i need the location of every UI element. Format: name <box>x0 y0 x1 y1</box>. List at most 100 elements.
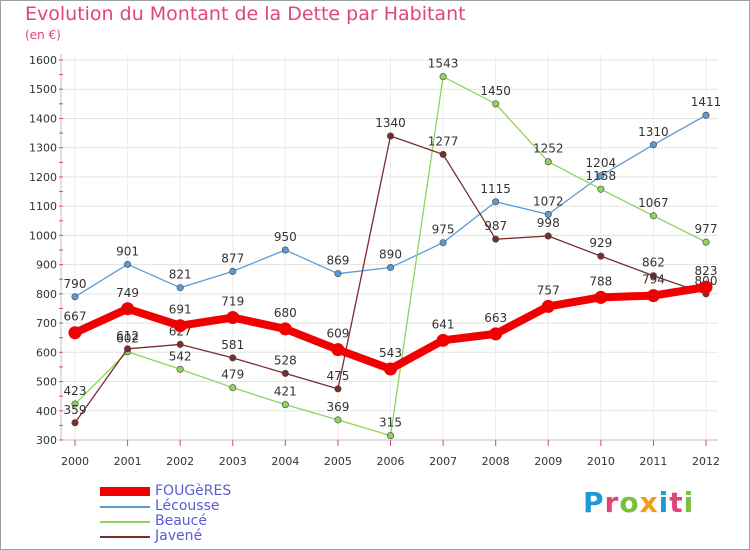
data-point <box>489 327 503 341</box>
y-tick-label: 1600 <box>29 54 57 67</box>
data-label: 877 <box>221 251 244 265</box>
data-label: 788 <box>589 274 612 288</box>
data-point <box>702 238 710 246</box>
data-label: 757 <box>537 283 560 297</box>
data-label: 821 <box>169 268 192 282</box>
data-point <box>281 401 289 409</box>
data-label: 612 <box>116 329 139 343</box>
data-point <box>281 369 289 377</box>
data-label: 1277 <box>428 134 459 148</box>
y-tick-label: 1300 <box>29 142 57 155</box>
data-label: 602 <box>116 332 139 346</box>
proxiti-logo: Proxiti <box>583 486 694 519</box>
data-point <box>229 354 237 362</box>
data-label: 543 <box>379 346 402 360</box>
data-label: 1450 <box>480 84 511 98</box>
data-point <box>439 239 447 247</box>
data-label: 691 <box>169 303 192 317</box>
data-label: 1158 <box>586 169 617 183</box>
data-point <box>386 432 394 440</box>
y-tick-label: 900 <box>36 259 57 272</box>
y-tick-label: 1100 <box>29 200 57 213</box>
data-point <box>176 340 184 348</box>
data-label: 641 <box>432 317 455 331</box>
data-label: 1411 <box>691 95 722 109</box>
y-tick-label: 300 <box>36 434 57 447</box>
data-point <box>439 150 447 158</box>
data-point <box>597 252 605 260</box>
data-label: 542 <box>169 349 192 363</box>
data-point <box>121 302 135 316</box>
x-tick-label: 2010 <box>587 455 615 468</box>
x-tick-label: 2012 <box>692 455 720 468</box>
x-tick-label: 2002 <box>166 455 194 468</box>
data-point <box>71 400 79 408</box>
data-label: 794 <box>642 273 665 287</box>
data-label: 1072 <box>533 194 564 208</box>
data-label: 1310 <box>638 125 669 139</box>
legend-label-beauce: Beaucé <box>155 513 207 529</box>
data-label: 862 <box>642 256 665 270</box>
legend-label-javene: Javené <box>155 528 203 544</box>
data-point <box>386 132 394 140</box>
x-tick-label: 2008 <box>482 455 510 468</box>
data-label: 315 <box>379 416 402 430</box>
y-tick-label: 700 <box>36 317 57 330</box>
data-point <box>229 384 237 392</box>
data-point <box>436 333 450 347</box>
data-label: 998 <box>537 216 560 230</box>
y-tick-label: 600 <box>36 346 57 359</box>
data-point <box>384 362 397 376</box>
x-tick-label: 2000 <box>61 455 89 468</box>
data-label: 950 <box>274 230 297 244</box>
legend-swatch-lecousse <box>100 506 150 508</box>
data-point <box>702 111 710 119</box>
data-point <box>124 260 132 268</box>
data-label: 479 <box>221 368 244 382</box>
y-tick-label: 500 <box>36 376 57 389</box>
data-point <box>71 419 79 427</box>
data-label: 823 <box>695 264 718 278</box>
data-point <box>649 141 657 149</box>
logo-letter: P <box>583 486 605 519</box>
legend-swatch-beauce <box>100 521 150 523</box>
data-point <box>124 345 132 353</box>
x-tick-label: 2009 <box>534 455 562 468</box>
data-point <box>386 264 394 272</box>
data-point <box>68 326 82 340</box>
data-label: 1115 <box>480 182 511 196</box>
x-tick-label: 2004 <box>271 455 299 468</box>
data-point <box>173 319 187 333</box>
data-point <box>278 322 292 336</box>
logo-letter: i <box>683 486 695 519</box>
data-label: 975 <box>432 223 455 237</box>
data-point <box>492 100 500 108</box>
data-point <box>439 73 447 81</box>
data-point <box>334 416 342 424</box>
data-label: 663 <box>484 311 507 325</box>
y-tick-label: 400 <box>36 405 57 418</box>
data-label: 609 <box>326 327 349 341</box>
data-point <box>176 365 184 373</box>
data-point <box>71 293 79 301</box>
logo-letter: i <box>658 486 670 519</box>
data-point <box>492 198 500 206</box>
data-label: 680 <box>274 306 297 320</box>
x-tick-label: 2006 <box>377 455 405 468</box>
data-label: 790 <box>64 277 87 291</box>
data-label: 749 <box>116 286 139 300</box>
data-label: 987 <box>484 219 507 233</box>
data-label: 475 <box>326 369 349 383</box>
logo-letter: r <box>604 486 620 519</box>
legend-label-fougeres: FOUGèRES <box>155 483 232 499</box>
data-label: 1204 <box>586 156 617 170</box>
legend-swatch-javene <box>100 536 150 538</box>
data-label: 890 <box>379 248 402 262</box>
data-label: 528 <box>274 353 297 367</box>
data-point <box>597 172 605 180</box>
logo-letter: x <box>639 486 659 519</box>
data-point <box>492 235 500 243</box>
y-tick-label: 1500 <box>29 83 57 96</box>
data-label: 1067 <box>638 196 669 210</box>
